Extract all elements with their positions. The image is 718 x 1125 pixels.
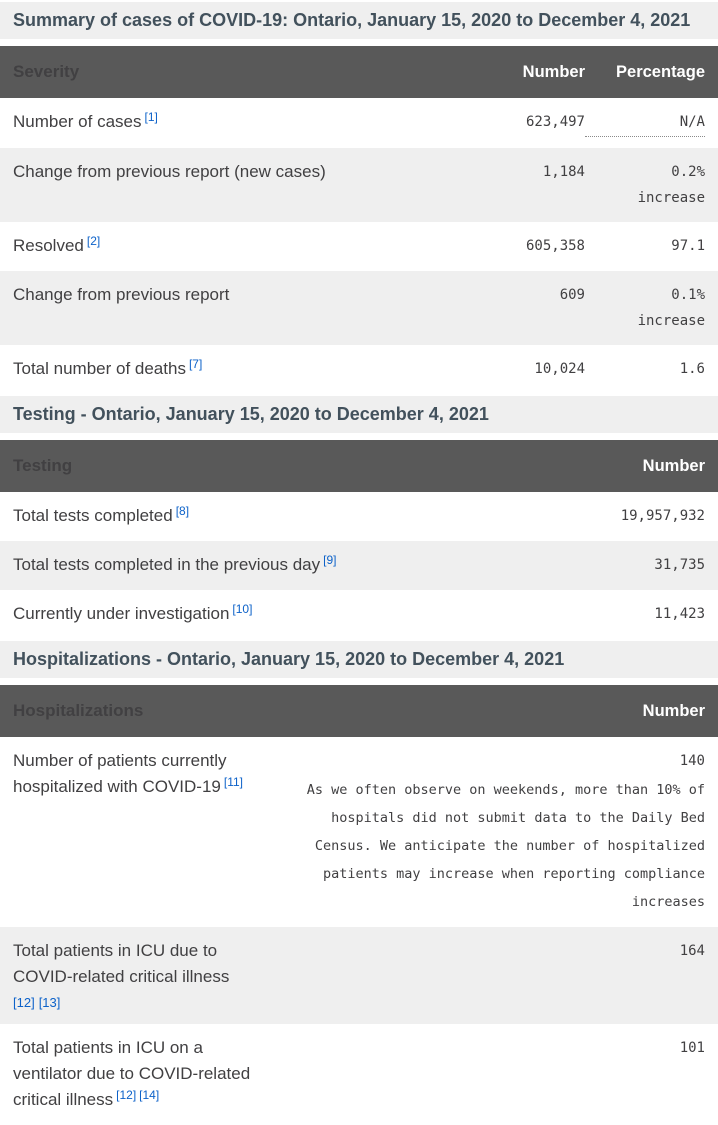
row-label: Number of patients currently hospitalize… [13,748,255,801]
summary-table-header: Severity Number Percentage [0,46,718,98]
row-label-text: Total tests completed in the previous da… [13,555,321,574]
footnote-link-9[interactable]: [9] [323,553,337,567]
percentage-direction: increase [637,313,705,329]
footnote-link-10[interactable]: [10] [232,602,253,616]
row-percentage: 1.6 [679,361,705,377]
table-row: Resolved [2] 605,358 97.1 [0,222,718,271]
row-percentage: 97.1 [671,238,705,254]
row-label: Total tests completed in the previous da… [13,552,485,579]
table-row: Change from previous report 609 0.1% inc… [0,271,718,345]
row-number: 11,423 [654,606,705,622]
hospitalizations-table-header: Hospitalizations Number [0,685,718,737]
row-label: Number of cases [1] [13,109,465,136]
footnote-links: [12] [13] [13,992,255,1013]
row-percentage: N/A [585,109,705,137]
table-row: Total patients in ICU on a ventilator du… [0,1024,718,1125]
table-row: Change from previous report (new cases) … [0,148,718,222]
header-testing: Testing [13,456,73,475]
row-number: 609 [559,287,585,303]
row-label-text: Resolved [13,236,84,255]
row-label-text: Total patients in ICU due to COVID-relat… [13,941,230,986]
row-percentage: 0.2% increase [585,159,705,211]
row-number: 10,024 [534,361,585,377]
header-number: Number [642,702,705,720]
row-label-text: Total tests completed [13,506,173,525]
row-label: Change from previous report (new cases) [13,159,465,185]
footnote-link-7[interactable]: [7] [188,357,203,371]
row-number-cell: 140 As we often observe on weekends, mor… [255,748,705,916]
summary-section-title: Summary of cases of COVID-19: Ontario, J… [0,2,718,39]
footnote-link-2[interactable]: [2] [86,234,101,248]
row-number: 101 [679,1040,705,1056]
table-row: Number of patients currently hospitalize… [0,737,718,927]
row-label-text: Number of cases [13,112,142,131]
table-row: Number of cases [1] 623,497 N/A [0,98,718,148]
footnote-link-11[interactable]: [11] [223,775,243,789]
na-abbreviation[interactable]: N/A [585,109,705,137]
header-severity: Severity [13,62,80,81]
row-number: 605,358 [525,238,585,254]
row-percentage: 0.1% increase [585,282,705,334]
row-label-text: Change from previous report [13,285,230,304]
row-number: 164 [679,943,705,959]
table-row: Total tests completed [8] 19,957,932 [0,492,718,541]
header-percentage: Percentage [616,63,705,81]
row-label: Total patients in ICU on a ventilator du… [13,1035,255,1114]
percentage-value: 0.2% [671,164,705,180]
table-row: Total tests completed in the previous da… [0,541,718,590]
footnote-link-12[interactable]: [12] [116,1088,137,1102]
header-number: Number [522,63,585,81]
row-label-text: Change from previous report (new cases) [13,162,326,181]
row-label-text: Total number of deaths [13,359,186,378]
row-label: Resolved [2] [13,233,465,260]
row-number: 1,184 [542,164,585,180]
row-label: Change from previous report [13,282,465,308]
row-label: Total tests completed [8] [13,503,485,530]
row-number: 19,957,932 [620,508,705,524]
footnote-link-1[interactable]: [1] [144,110,158,124]
row-label: Currently under investigation [10] [13,601,485,628]
table-row: Total number of deaths [7] 10,024 1.6 [0,345,718,394]
row-label-text: Number of patients currently hospitalize… [13,751,227,796]
percentage-value: 0.1% [671,287,705,303]
footnote-link-13[interactable]: [13] [38,995,61,1010]
footnote-link-14[interactable]: [14] [139,1088,160,1102]
row-number: 31,735 [654,557,705,573]
row-label: Total number of deaths [7] [13,356,465,383]
percentage-direction: increase [637,190,705,206]
row-label: Total patients in ICU due to COVID-relat… [13,938,255,1013]
footnote-link-12[interactable]: [12] [13,995,35,1010]
header-number: Number [642,457,705,475]
row-label-text: Currently under investigation [13,604,230,623]
table-row: Total patients in ICU due to COVID-relat… [0,927,718,1024]
row-number: 623,497 [525,114,585,130]
summary-table: Severity Number Percentage Number of cas… [0,46,718,394]
testing-table-header: Testing Number [0,440,718,492]
header-hospitalizations: Hospitalizations [13,701,144,720]
testing-section-title: Testing - Ontario, January 15, 2020 to D… [0,396,718,433]
reporting-compliance-note: As we often observe on weekends, more th… [306,782,705,910]
footnote-link-8[interactable]: [8] [175,504,190,518]
row-number: 140 [679,753,705,769]
hospitalizations-table: Hospitalizations Number Number of patien… [0,685,718,1125]
testing-table: Testing Number Total tests completed [8] … [0,440,718,639]
hospitalizations-section-title: Hospitalizations - Ontario, January 15, … [0,641,718,678]
table-row: Currently under investigation [10] 11,423 [0,590,718,639]
